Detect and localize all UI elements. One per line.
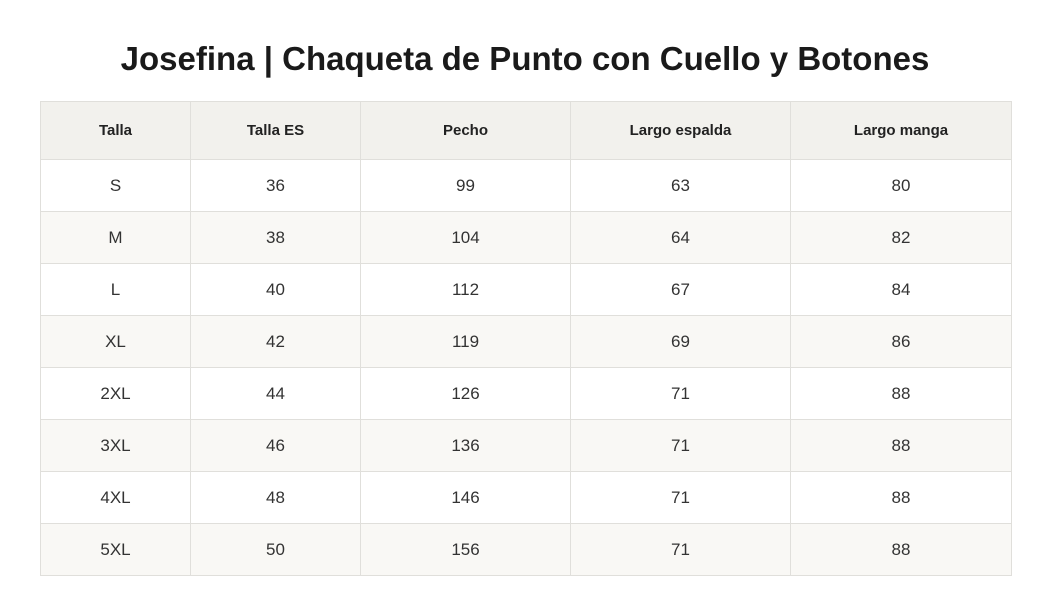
table-cell: 88	[790, 471, 1012, 524]
table-cell: XL	[40, 315, 191, 368]
table-row: M 38 104 64 82	[40, 211, 1012, 264]
table-row: 2XL 44 126 71 88	[40, 367, 1012, 420]
column-header: Largo manga	[790, 101, 1012, 160]
table-body: S 36 99 63 80 M 38 104 64 82 L 40 112 67 84 XL 42 119 69 86…	[40, 159, 1012, 576]
table-row: 4XL 48 146 71 88	[40, 471, 1012, 524]
column-header: Pecho	[360, 101, 571, 160]
table-cell: 46	[190, 419, 361, 472]
table-cell: 104	[360, 211, 571, 264]
table-row: S 36 99 63 80	[40, 159, 1012, 212]
table-cell: 67	[570, 263, 791, 316]
table-row: L 40 112 67 84	[40, 263, 1012, 316]
table-cell: 64	[570, 211, 791, 264]
table-cell: 48	[190, 471, 361, 524]
table-cell: 50	[190, 523, 361, 576]
title: Josefina | Chaqueta de Punto con Cuello …	[120, 40, 930, 77]
table-cell: 82	[790, 211, 1012, 264]
table-cell: 88	[790, 419, 1012, 472]
table-cell: 136	[360, 419, 571, 472]
table-cell: 112	[360, 263, 571, 316]
table-cell: 86	[790, 315, 1012, 368]
table-cell: 156	[360, 523, 571, 576]
table-cell: L	[40, 263, 191, 316]
table-cell: 38	[190, 211, 361, 264]
table-cell: 63	[570, 159, 791, 212]
table-cell: M	[40, 211, 191, 264]
table-cell: 84	[790, 263, 1012, 316]
table-head: Talla Talla ES Pecho Largo espalda Largo man…	[40, 101, 1012, 160]
table-cell: 71	[570, 419, 791, 472]
table-cell: 36	[190, 159, 361, 212]
table-cell: 99	[360, 159, 571, 212]
column-header: Talla	[40, 101, 191, 160]
table-cell: 71	[570, 367, 791, 420]
table-row: 5XL 50 156 71 88	[40, 523, 1012, 576]
table-cell: 2XL	[40, 367, 191, 420]
table-cell: 69	[570, 315, 791, 368]
header-row: Talla Talla ES Pecho Largo espalda Largo man…	[40, 101, 1012, 160]
table-cell: 4XL	[40, 471, 191, 524]
table-cell: 40	[190, 263, 361, 316]
table-cell: 71	[570, 471, 791, 524]
table-cell: 71	[570, 523, 791, 576]
table-cell: 3XL	[40, 419, 191, 472]
table-cell: 119	[360, 315, 571, 368]
table-cell: 5XL	[40, 523, 191, 576]
table-cell: 80	[790, 159, 1012, 212]
table-row: XL 42 119 69 86	[40, 315, 1012, 368]
column-header: Talla ES	[190, 101, 361, 160]
table-cell: 44	[190, 367, 361, 420]
table-cell: 88	[790, 367, 1012, 420]
size-table: Talla Talla ES Pecho Largo espalda Largo man…	[40, 101, 1012, 576]
table-row: 3XL 46 136 71 88	[40, 419, 1012, 472]
table-cell: S	[40, 159, 191, 212]
column-header: Largo espalda	[570, 101, 791, 160]
table-cell: 146	[360, 471, 571, 524]
table-cell: 88	[790, 523, 1012, 576]
table-cell: 42	[190, 315, 361, 368]
table-cell: 126	[360, 367, 571, 420]
